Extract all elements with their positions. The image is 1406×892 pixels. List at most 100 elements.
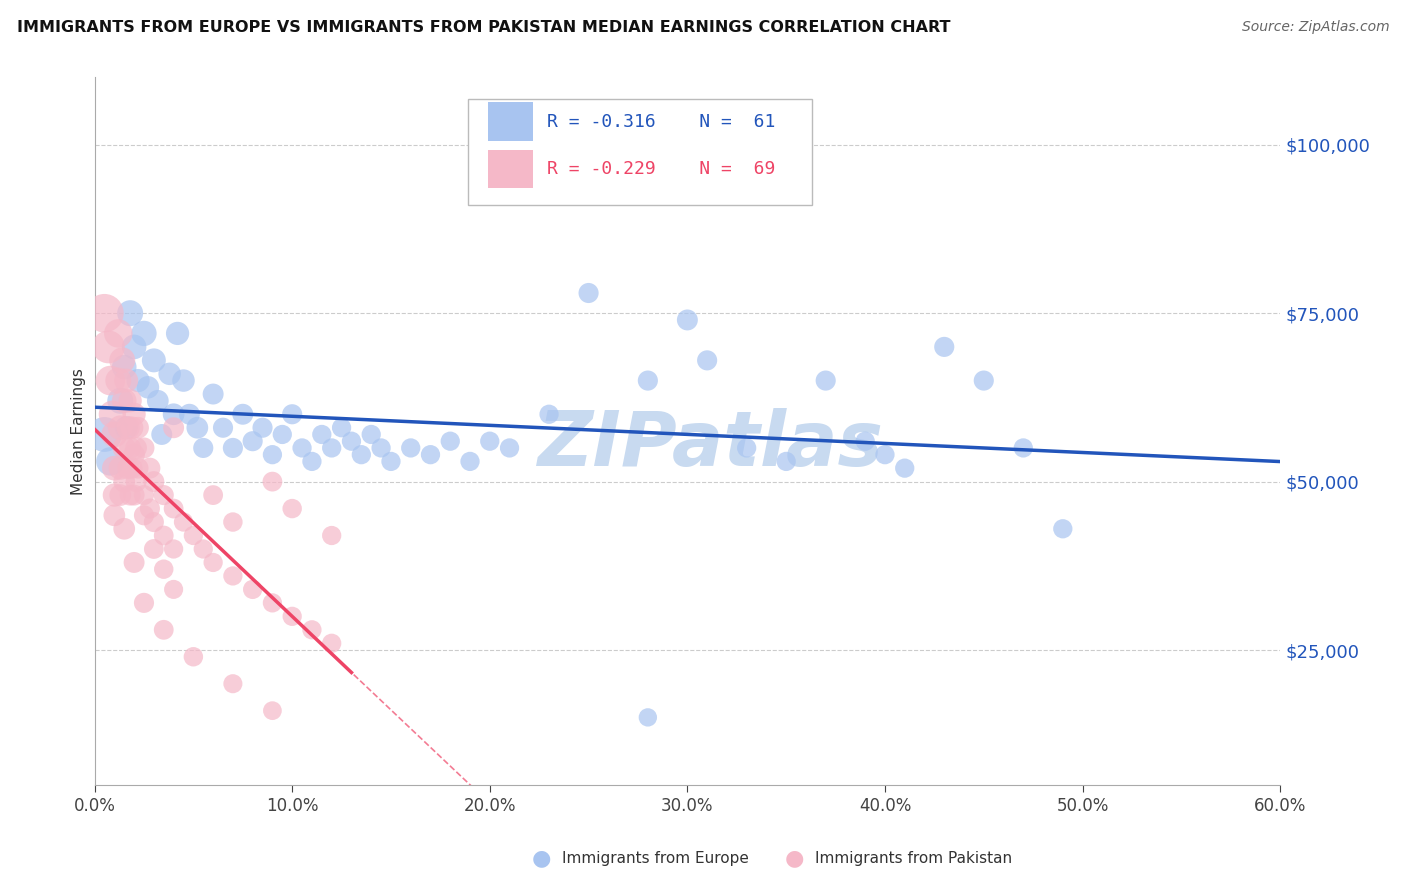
FancyBboxPatch shape [488, 150, 533, 188]
Point [360, 427, 382, 442]
Point [183, 649, 205, 664]
Point [132, 508, 155, 523]
Point [110, 488, 132, 502]
Point [1052, 522, 1074, 536]
FancyBboxPatch shape [468, 99, 811, 205]
Point [103, 427, 125, 442]
Y-axis label: Median Earnings: Median Earnings [72, 368, 86, 494]
Point [183, 528, 205, 542]
Point [152, 623, 174, 637]
Point [478, 434, 501, 449]
Text: ●: ● [531, 848, 551, 868]
Point [112, 441, 135, 455]
Point [696, 353, 718, 368]
Point [103, 508, 125, 523]
Point [281, 407, 304, 421]
Point [262, 704, 284, 718]
Point [173, 374, 195, 388]
Point [399, 441, 422, 455]
Point [142, 515, 165, 529]
Point [186, 421, 208, 435]
Point [122, 488, 145, 502]
Text: Immigrants from Pakistan: Immigrants from Pakistan [815, 851, 1012, 865]
Point [146, 393, 169, 408]
Point [173, 515, 195, 529]
Point [380, 454, 402, 468]
Point [127, 374, 149, 388]
Point [439, 434, 461, 449]
Point [340, 434, 363, 449]
Point [111, 353, 134, 368]
Point [115, 374, 138, 388]
Point [321, 528, 343, 542]
Point [202, 387, 225, 401]
Point [107, 326, 129, 341]
Point [538, 407, 561, 421]
FancyBboxPatch shape [488, 103, 533, 141]
Point [122, 556, 145, 570]
Point [110, 461, 132, 475]
Point [120, 306, 142, 320]
Point [159, 367, 181, 381]
Point [676, 313, 699, 327]
Point [637, 710, 659, 724]
Point [136, 380, 159, 394]
Point [179, 407, 201, 421]
Point [122, 407, 145, 421]
Point [142, 475, 165, 489]
Point [127, 461, 149, 475]
Point [121, 461, 143, 475]
Point [262, 448, 284, 462]
Point [152, 562, 174, 576]
Point [139, 461, 162, 475]
Point [166, 326, 188, 341]
Point [578, 285, 600, 300]
Point [222, 515, 245, 529]
Point [152, 488, 174, 502]
Point [162, 407, 184, 421]
Point [973, 374, 995, 388]
Point [262, 475, 284, 489]
Point [281, 609, 304, 624]
Point [232, 407, 254, 421]
Point [125, 475, 148, 489]
Point [202, 556, 225, 570]
Point [814, 374, 837, 388]
Point [162, 541, 184, 556]
Point [222, 569, 245, 583]
Point [120, 488, 142, 502]
Point [222, 441, 245, 455]
Point [112, 522, 135, 536]
Point [193, 441, 215, 455]
Point [162, 501, 184, 516]
Point [311, 427, 333, 442]
Point [370, 441, 392, 455]
Point [132, 488, 155, 502]
Point [120, 393, 142, 408]
Point [132, 326, 155, 341]
Point [321, 636, 343, 650]
Point [1012, 441, 1035, 455]
Point [271, 427, 294, 442]
Point [112, 475, 135, 489]
Point [222, 676, 245, 690]
Point [291, 441, 314, 455]
Point [117, 461, 139, 475]
Point [132, 441, 155, 455]
Point [100, 374, 122, 388]
Text: R = -0.316    N =  61: R = -0.316 N = 61 [547, 113, 776, 131]
Point [262, 596, 284, 610]
Point [112, 360, 135, 375]
Point [458, 454, 481, 468]
Point [120, 441, 142, 455]
Point [202, 488, 225, 502]
Point [252, 421, 274, 435]
Point [281, 501, 304, 516]
Point [330, 421, 353, 435]
Point [103, 488, 125, 502]
Point [101, 407, 124, 421]
Point [110, 393, 132, 408]
Point [93, 306, 115, 320]
Text: Immigrants from Europe: Immigrants from Europe [562, 851, 749, 865]
Point [637, 374, 659, 388]
